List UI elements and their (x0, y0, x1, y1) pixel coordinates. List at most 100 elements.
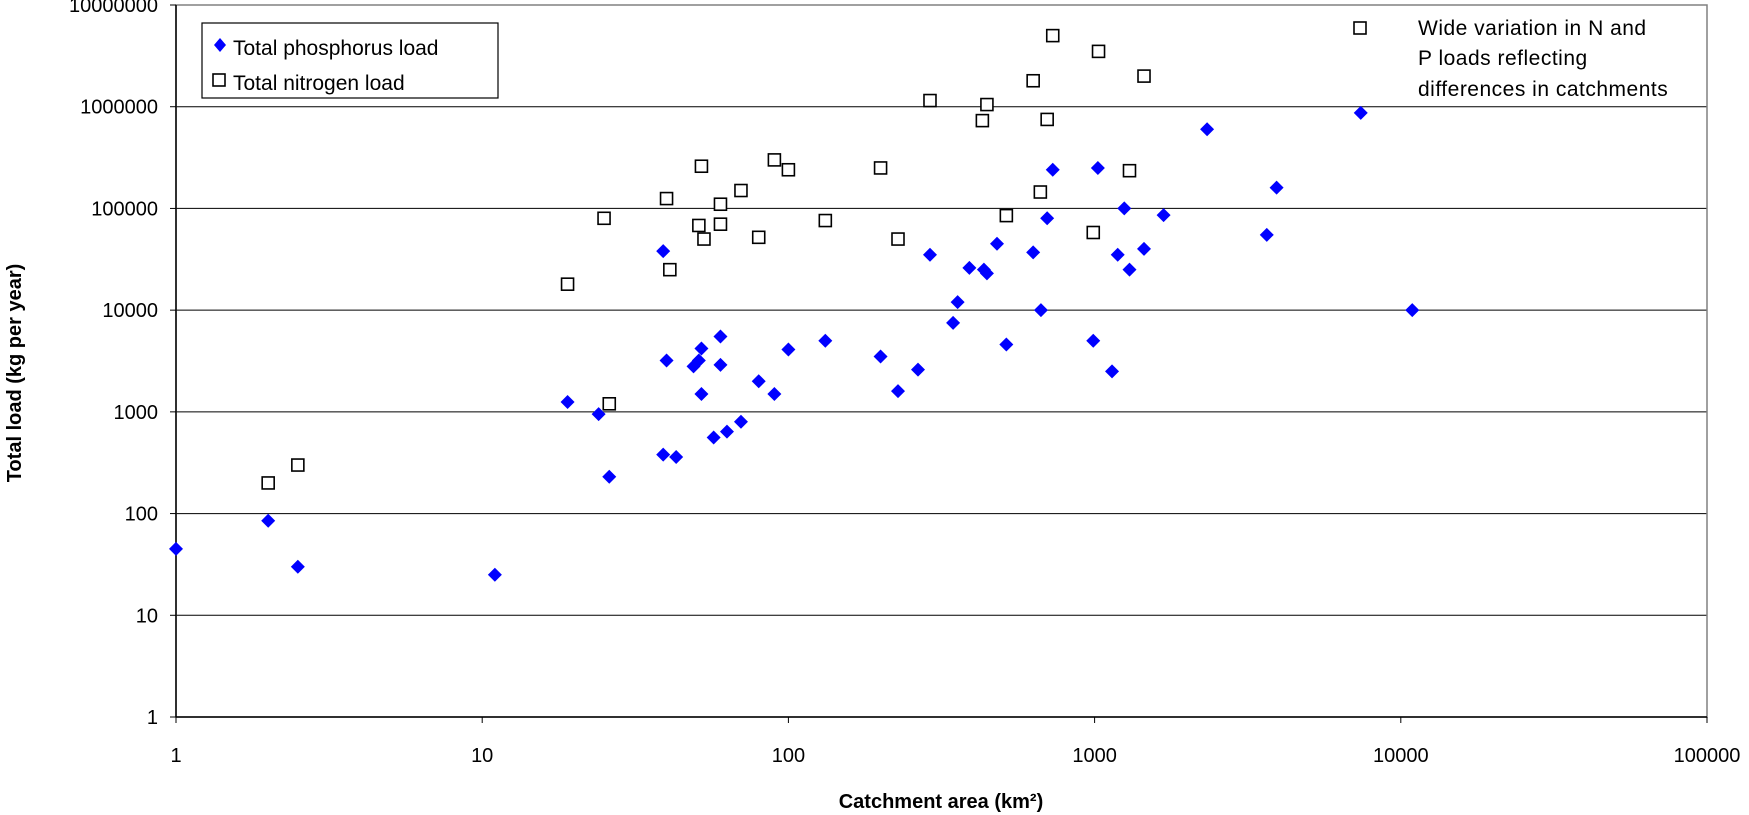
nitrogen-point (1033, 185, 1048, 199)
phosphorus-point (487, 567, 502, 582)
phosphorus-point (591, 407, 606, 422)
y-axis-title: Total load (kg per year) (4, 264, 26, 483)
phosphorus-point (733, 414, 748, 429)
nitrogen-point (261, 476, 275, 490)
nitrogen-point (713, 217, 728, 231)
x-tick-label: 100000 (1674, 745, 1741, 767)
nitrogen-point (891, 232, 905, 246)
phosphorus-point (989, 236, 1004, 251)
phosphorus-point (1105, 364, 1120, 379)
phosphorus-point (669, 449, 684, 464)
phosphorus-point (656, 447, 671, 462)
y-tick-label: 1000000 (80, 97, 158, 119)
x-tick-label: 10 (471, 745, 493, 767)
phosphorus-point (922, 247, 937, 262)
x-tick-label: 100 (772, 745, 805, 767)
annotation-line-3: differences in catchments (1418, 78, 1668, 101)
y-tick-label: 1000 (114, 402, 159, 424)
tick-labels: 1 10 100 1000 10000 100000 1000000 10000000 1 10 1… (69, 0, 1740, 767)
phosphorus-point (1040, 211, 1055, 226)
phosphorus-point (1086, 333, 1101, 348)
nitrogen-point (873, 161, 888, 175)
phosphorus-point (751, 374, 766, 389)
nitrogen-point (692, 218, 706, 233)
nitrogen-point (781, 162, 796, 177)
phosphorus-point (950, 295, 965, 310)
phosphorus-point (691, 353, 706, 368)
nitrogen-point (999, 208, 1014, 223)
phosphorus-point (1045, 162, 1060, 177)
phosphorus-point (781, 342, 796, 357)
x-tick-label: 10000 (1373, 745, 1429, 767)
legend-nitrogen-label: Total nitrogen load (233, 72, 405, 95)
annotation-marker (1353, 21, 1367, 35)
x-tick-label: 1000 (1072, 745, 1117, 767)
phosphorus-point (1269, 180, 1284, 195)
phosphorus-point (656, 244, 671, 259)
phosphorus-point (1117, 201, 1132, 216)
phosphorus-point (261, 513, 276, 528)
nitrogen-point (1122, 163, 1137, 178)
nitrogen-point (1137, 69, 1151, 83)
legend: Total phosphorus load Total nitrogen loa… (201, 22, 499, 99)
phosphorus-point (1405, 303, 1420, 318)
nitrogen-point (818, 213, 833, 228)
nitrogen-point (560, 277, 575, 291)
phosphorus-point (719, 424, 734, 439)
phosphorus-point (713, 329, 728, 344)
nitrogen-point (1086, 225, 1101, 240)
nitrogen-point (975, 113, 990, 128)
annotation: Wide variation in N and P loads reflecti… (1353, 17, 1668, 101)
phosphorus-point (713, 357, 728, 372)
y-tick-label: 100000 (91, 198, 158, 220)
phosphorus-point (1156, 208, 1171, 223)
phosphorus-point (979, 266, 994, 281)
nitrogen-point (767, 153, 782, 167)
annotation-line-2: P loads reflecting (1418, 47, 1588, 70)
legend-phosphorus-label: Total phosphorus load (233, 37, 438, 60)
nitrogen-point (1091, 44, 1106, 59)
legend-box (201, 22, 499, 99)
phosphorus-point (694, 341, 709, 356)
nitrogen-point (734, 183, 748, 198)
phosphorus-point (706, 430, 721, 445)
nitrogen-point (663, 262, 677, 277)
phosphorus-point (694, 386, 709, 401)
phosphorus-point (1110, 247, 1125, 262)
nitrogen-point (659, 191, 674, 206)
x-tick-label: 1 (170, 745, 181, 767)
legend-nitrogen-marker (212, 73, 226, 87)
nitrogen-point (697, 232, 711, 246)
phosphorus-point (1259, 227, 1274, 242)
phosphorus-point (1033, 303, 1048, 318)
annotation-line-1: Wide variation in N and (1418, 17, 1647, 40)
phosphorus-point (169, 541, 183, 556)
phosphorus-point (818, 333, 833, 348)
phosphorus-series (169, 105, 1420, 582)
nitrogen-point (751, 230, 766, 245)
nitrogen-point (291, 458, 305, 472)
phosphorus-point (767, 386, 782, 401)
x-axis-title: Catchment area (km²) (839, 791, 1044, 813)
axes (170, 4, 1708, 723)
y-tick-label: 10 (136, 605, 158, 627)
y-tick-label: 10000 (102, 300, 158, 322)
phosphorus-point (1137, 241, 1152, 256)
phosphorus-point (602, 469, 617, 484)
phosphorus-point (890, 384, 905, 399)
phosphorus-point (873, 349, 888, 364)
phosphorus-point (999, 337, 1014, 352)
nitrogen-point (694, 159, 709, 174)
nitrogen-point (602, 397, 617, 411)
y-tick-label: 100 (125, 504, 158, 526)
phosphorus-point (560, 395, 575, 409)
phosphorus-point (1090, 160, 1105, 175)
nitrogen-point (1045, 28, 1060, 43)
phosphorus-point (946, 315, 961, 330)
nitrogen-series (261, 28, 1151, 490)
nitrogen-point (1040, 112, 1054, 127)
legend-phosphorus-marker (214, 38, 226, 52)
phosphorus-point (962, 260, 977, 275)
